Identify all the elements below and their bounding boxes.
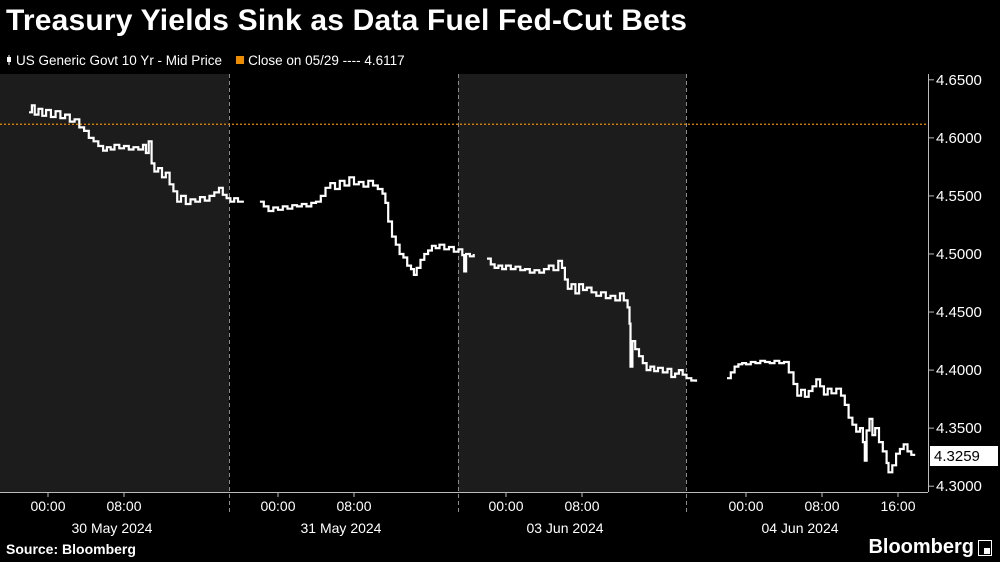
- page-title: Treasury Yields Sink as Data Fuel Fed-Cu…: [6, 4, 688, 37]
- x-tick-label: 00:00: [728, 498, 763, 514]
- last-value-box: [930, 446, 998, 467]
- x-tick-label: 08:00: [564, 498, 599, 514]
- y-tick-label: 4.3000: [936, 478, 982, 495]
- last-value-label: 4.3259: [934, 448, 980, 465]
- day-label: 03 Jun 2024: [526, 520, 603, 536]
- x-tick-label: 08:00: [804, 498, 839, 514]
- x-tick-label: 00:00: [260, 498, 295, 514]
- legend-item-close: Close on 05/29 ---- 4.6117: [236, 53, 405, 68]
- legend-label-10yr: US Generic Govt 10 Yr - Mid Price: [16, 52, 223, 68]
- day-band-2: [458, 74, 686, 492]
- day-label: 04 Jun 2024: [761, 520, 838, 536]
- y-tick-label: 4.4500: [936, 304, 982, 321]
- series-line-segment-3: [727, 359, 916, 474]
- day-band-1: [229, 74, 458, 492]
- x-tick-label: 00:00: [30, 498, 65, 514]
- day-band-0: [0, 74, 229, 492]
- x-tick-label: 08:00: [336, 498, 371, 514]
- series-line-segment-1: [259, 176, 475, 276]
- square-icon: [236, 56, 245, 64]
- day-band-3: [686, 74, 928, 492]
- y-tick-label: 4.5500: [936, 188, 982, 205]
- candlestick-icon: [6, 55, 12, 65]
- chart-legend: US Generic Govt 10 Yr - Mid Price Close …: [6, 50, 419, 70]
- y-tick-label: 4.3500: [936, 420, 982, 437]
- brand-mark-icon: [978, 539, 992, 556]
- y-tick-label: 4.4000: [936, 362, 982, 379]
- x-tick-label: 16:00: [880, 498, 915, 514]
- day-label: 31 May 2024: [301, 520, 382, 536]
- series-line-segment-2: [487, 257, 698, 382]
- y-tick-label: 4.6500: [936, 72, 982, 89]
- x-tick-label: 00:00: [488, 498, 523, 514]
- brand-name: Bloomberg: [868, 536, 974, 558]
- day-label: 30 May 2024: [72, 520, 153, 536]
- y-tick-label: 4.6000: [936, 130, 982, 147]
- brand-logo: Bloomberg: [868, 536, 992, 559]
- legend-label-close: Close on 05/29 ---- 4.6117: [248, 52, 405, 68]
- source-note: Source: Bloomberg: [6, 541, 136, 557]
- y-tick-label: 4.5000: [936, 246, 982, 263]
- x-tick-label: 08:00: [106, 498, 141, 514]
- legend-item-10yr: US Generic Govt 10 Yr - Mid Price: [6, 53, 222, 68]
- series-line-segment-0: [29, 104, 244, 206]
